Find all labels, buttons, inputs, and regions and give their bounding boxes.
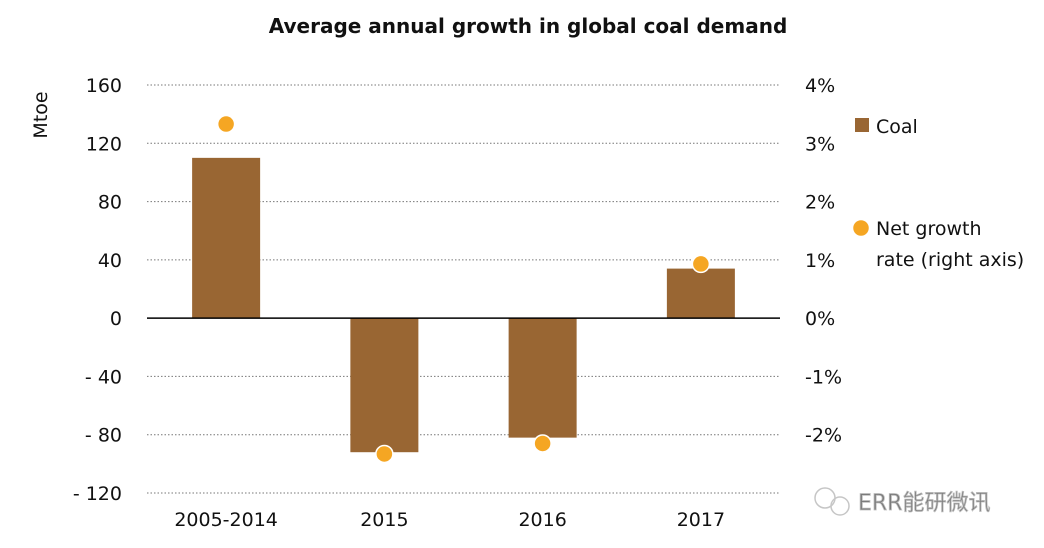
- bar-2005-2014: [192, 157, 261, 319]
- y-tick-label: 120: [86, 133, 122, 155]
- x-tick-label: 2016: [518, 509, 566, 531]
- point-2017: [691, 254, 711, 274]
- point-2005-2014: [216, 114, 236, 134]
- chart-title: Average annual growth in global coal dem…: [269, 14, 788, 38]
- legend-label-growth: rate (right axis): [876, 249, 1024, 271]
- x-tick-label: 2017: [677, 509, 725, 531]
- legend-swatch-coal: [855, 118, 869, 132]
- legend-marker-growth: [851, 218, 871, 238]
- legend-label-growth: Net growth: [876, 218, 982, 240]
- watermark-icon: [814, 487, 836, 509]
- y2-tick-label: 2%: [805, 192, 835, 214]
- y2-tick-label: 1%: [805, 250, 835, 272]
- y-tick-label: 40: [98, 250, 122, 272]
- y2-tick-label: -2%: [805, 425, 842, 447]
- y2-tick-label: 0%: [805, 308, 835, 330]
- y-tick-label: 160: [86, 75, 122, 97]
- bar-2015: [350, 318, 419, 453]
- y2-tick-label: -1%: [805, 366, 842, 388]
- bar-2016: [508, 318, 577, 438]
- watermark-icon-bubble: [830, 496, 850, 516]
- watermark-text: ERR能研微讯: [858, 491, 990, 516]
- watermark: ERR能研微讯: [814, 487, 991, 516]
- y-axis-label: Mtoe: [30, 91, 52, 138]
- bar-2017: [666, 268, 735, 319]
- y-tick-label: - 40: [85, 366, 122, 388]
- point-2015: [375, 444, 394, 464]
- y-tick-label: - 120: [73, 483, 122, 505]
- point-2016: [533, 434, 552, 453]
- y2-tick-label: 3%: [805, 133, 835, 155]
- y-tick-label: 80: [98, 192, 122, 214]
- x-tick-label: 2005-2014: [174, 509, 278, 531]
- y-tick-label: 0: [110, 308, 122, 330]
- legend-label-coal: Coal: [876, 116, 918, 138]
- y-tick-label: - 80: [85, 425, 122, 447]
- y2-tick-label: 4%: [805, 75, 835, 97]
- x-tick-label: 2015: [360, 509, 408, 531]
